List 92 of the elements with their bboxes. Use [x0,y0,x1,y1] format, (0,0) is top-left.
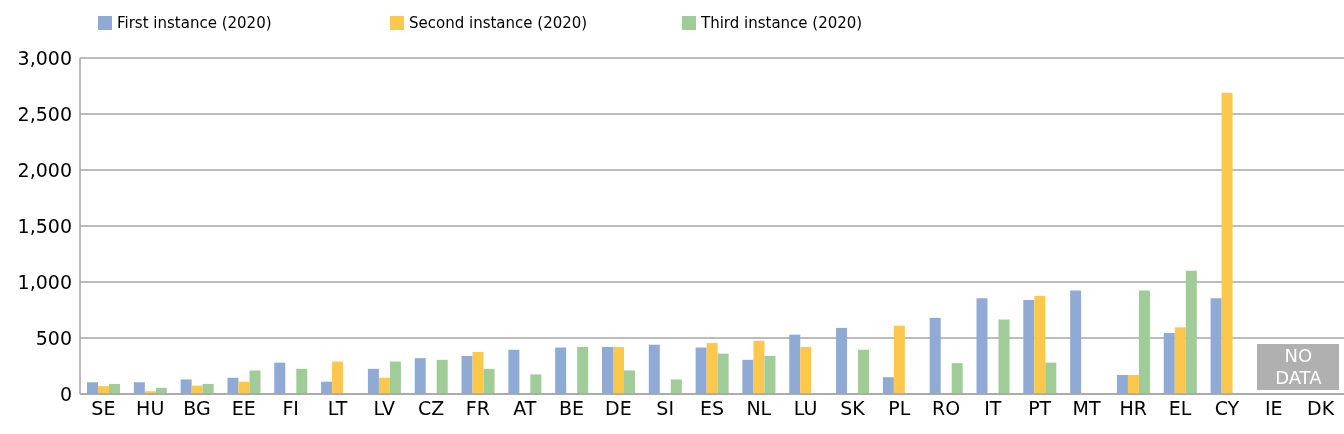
x-tick-label: EE [231,397,256,420]
bar [929,317,941,394]
bar [274,362,286,394]
bar [998,319,1010,394]
bar [555,347,567,394]
x-tick-label: HU [136,397,165,420]
y-tick-label: 1,000 [17,270,72,293]
bar [87,382,99,394]
bar [378,377,390,394]
bar [753,340,765,394]
bar [133,382,145,394]
annotation: NO DATA [1274,344,1323,389]
x-tick-label: DE [605,397,632,420]
bar [601,346,613,394]
y-tick-label: 0 [59,382,72,405]
legend-label: Second instance (2020) [409,14,588,32]
bar [800,346,812,394]
bar [472,352,484,394]
x-tick-label: FR [465,397,490,420]
x-tick-label: ES [699,397,725,420]
bar [717,353,729,394]
bar [695,347,707,394]
x-tick-label: BG [183,397,211,420]
bar [249,370,261,394]
legend-label: Third instance (2020) [701,14,863,32]
x-tick-label: AT [513,397,537,420]
x-tick-label: BE [559,397,585,420]
x-tick-label: SI [656,397,675,420]
legend-label: First instance (2020) [117,14,272,32]
bar [648,344,660,394]
bar [858,349,870,394]
bar [706,343,718,394]
bar [789,334,801,394]
bar [623,370,635,394]
bar [1221,92,1233,394]
x-tick-label: SK [840,397,866,420]
bar [1045,362,1057,394]
bar [670,379,682,394]
y-tick-label: 3,000 [17,46,72,69]
x-tick-label: MT [1072,397,1101,420]
bar [414,358,426,394]
x-tick-label: HR [1119,397,1148,420]
bar [742,359,754,394]
bar [227,377,239,394]
bar [389,361,401,394]
x-tick-label: IT [984,397,1002,420]
x-tick-label: LU [793,397,818,420]
bar [893,325,905,394]
bar [436,359,448,394]
bar [180,379,192,394]
x-tick-label: LT [327,397,348,420]
y-tick-label: 1,500 [17,214,72,237]
bar [508,349,520,394]
x-tick-label: CY [1214,397,1240,420]
x-tick-label: PT [1028,397,1052,420]
bar [951,363,963,394]
y-tick-label: 2,500 [17,102,72,125]
bar [1163,332,1175,394]
bar [1070,290,1082,394]
bar [1138,290,1150,394]
x-tick-label: FI [282,397,299,420]
bar [1116,374,1128,394]
y-tick-label: 2,000 [17,158,72,181]
x-tick-label: IE [1264,397,1283,420]
bar [461,355,473,394]
bar [483,368,495,394]
bar [367,368,379,394]
x-tick-label: PL [888,397,911,420]
x-tick-label: LV [373,397,396,420]
bar [296,368,308,394]
bar [530,374,542,394]
bar [882,377,894,394]
bar [976,298,988,394]
bar [1127,374,1139,394]
bar [1034,296,1046,394]
bar [98,386,110,394]
x-tick-label: RO [931,397,961,420]
x-tick-label: CZ [417,397,445,420]
x-tick-label: NL [746,397,772,420]
bar [612,346,624,394]
bar [332,361,344,394]
bar [1023,299,1035,394]
bar [1210,298,1222,394]
x-tick-label: DK [1307,397,1335,420]
bar [1174,327,1186,394]
x-tick-label: EL [1168,397,1192,420]
y-tick-label: 500 [35,326,72,349]
x-tick-label: SE [91,397,116,420]
bar [836,327,848,394]
bar [1185,270,1197,394]
bar [764,355,776,394]
bar [577,346,589,394]
